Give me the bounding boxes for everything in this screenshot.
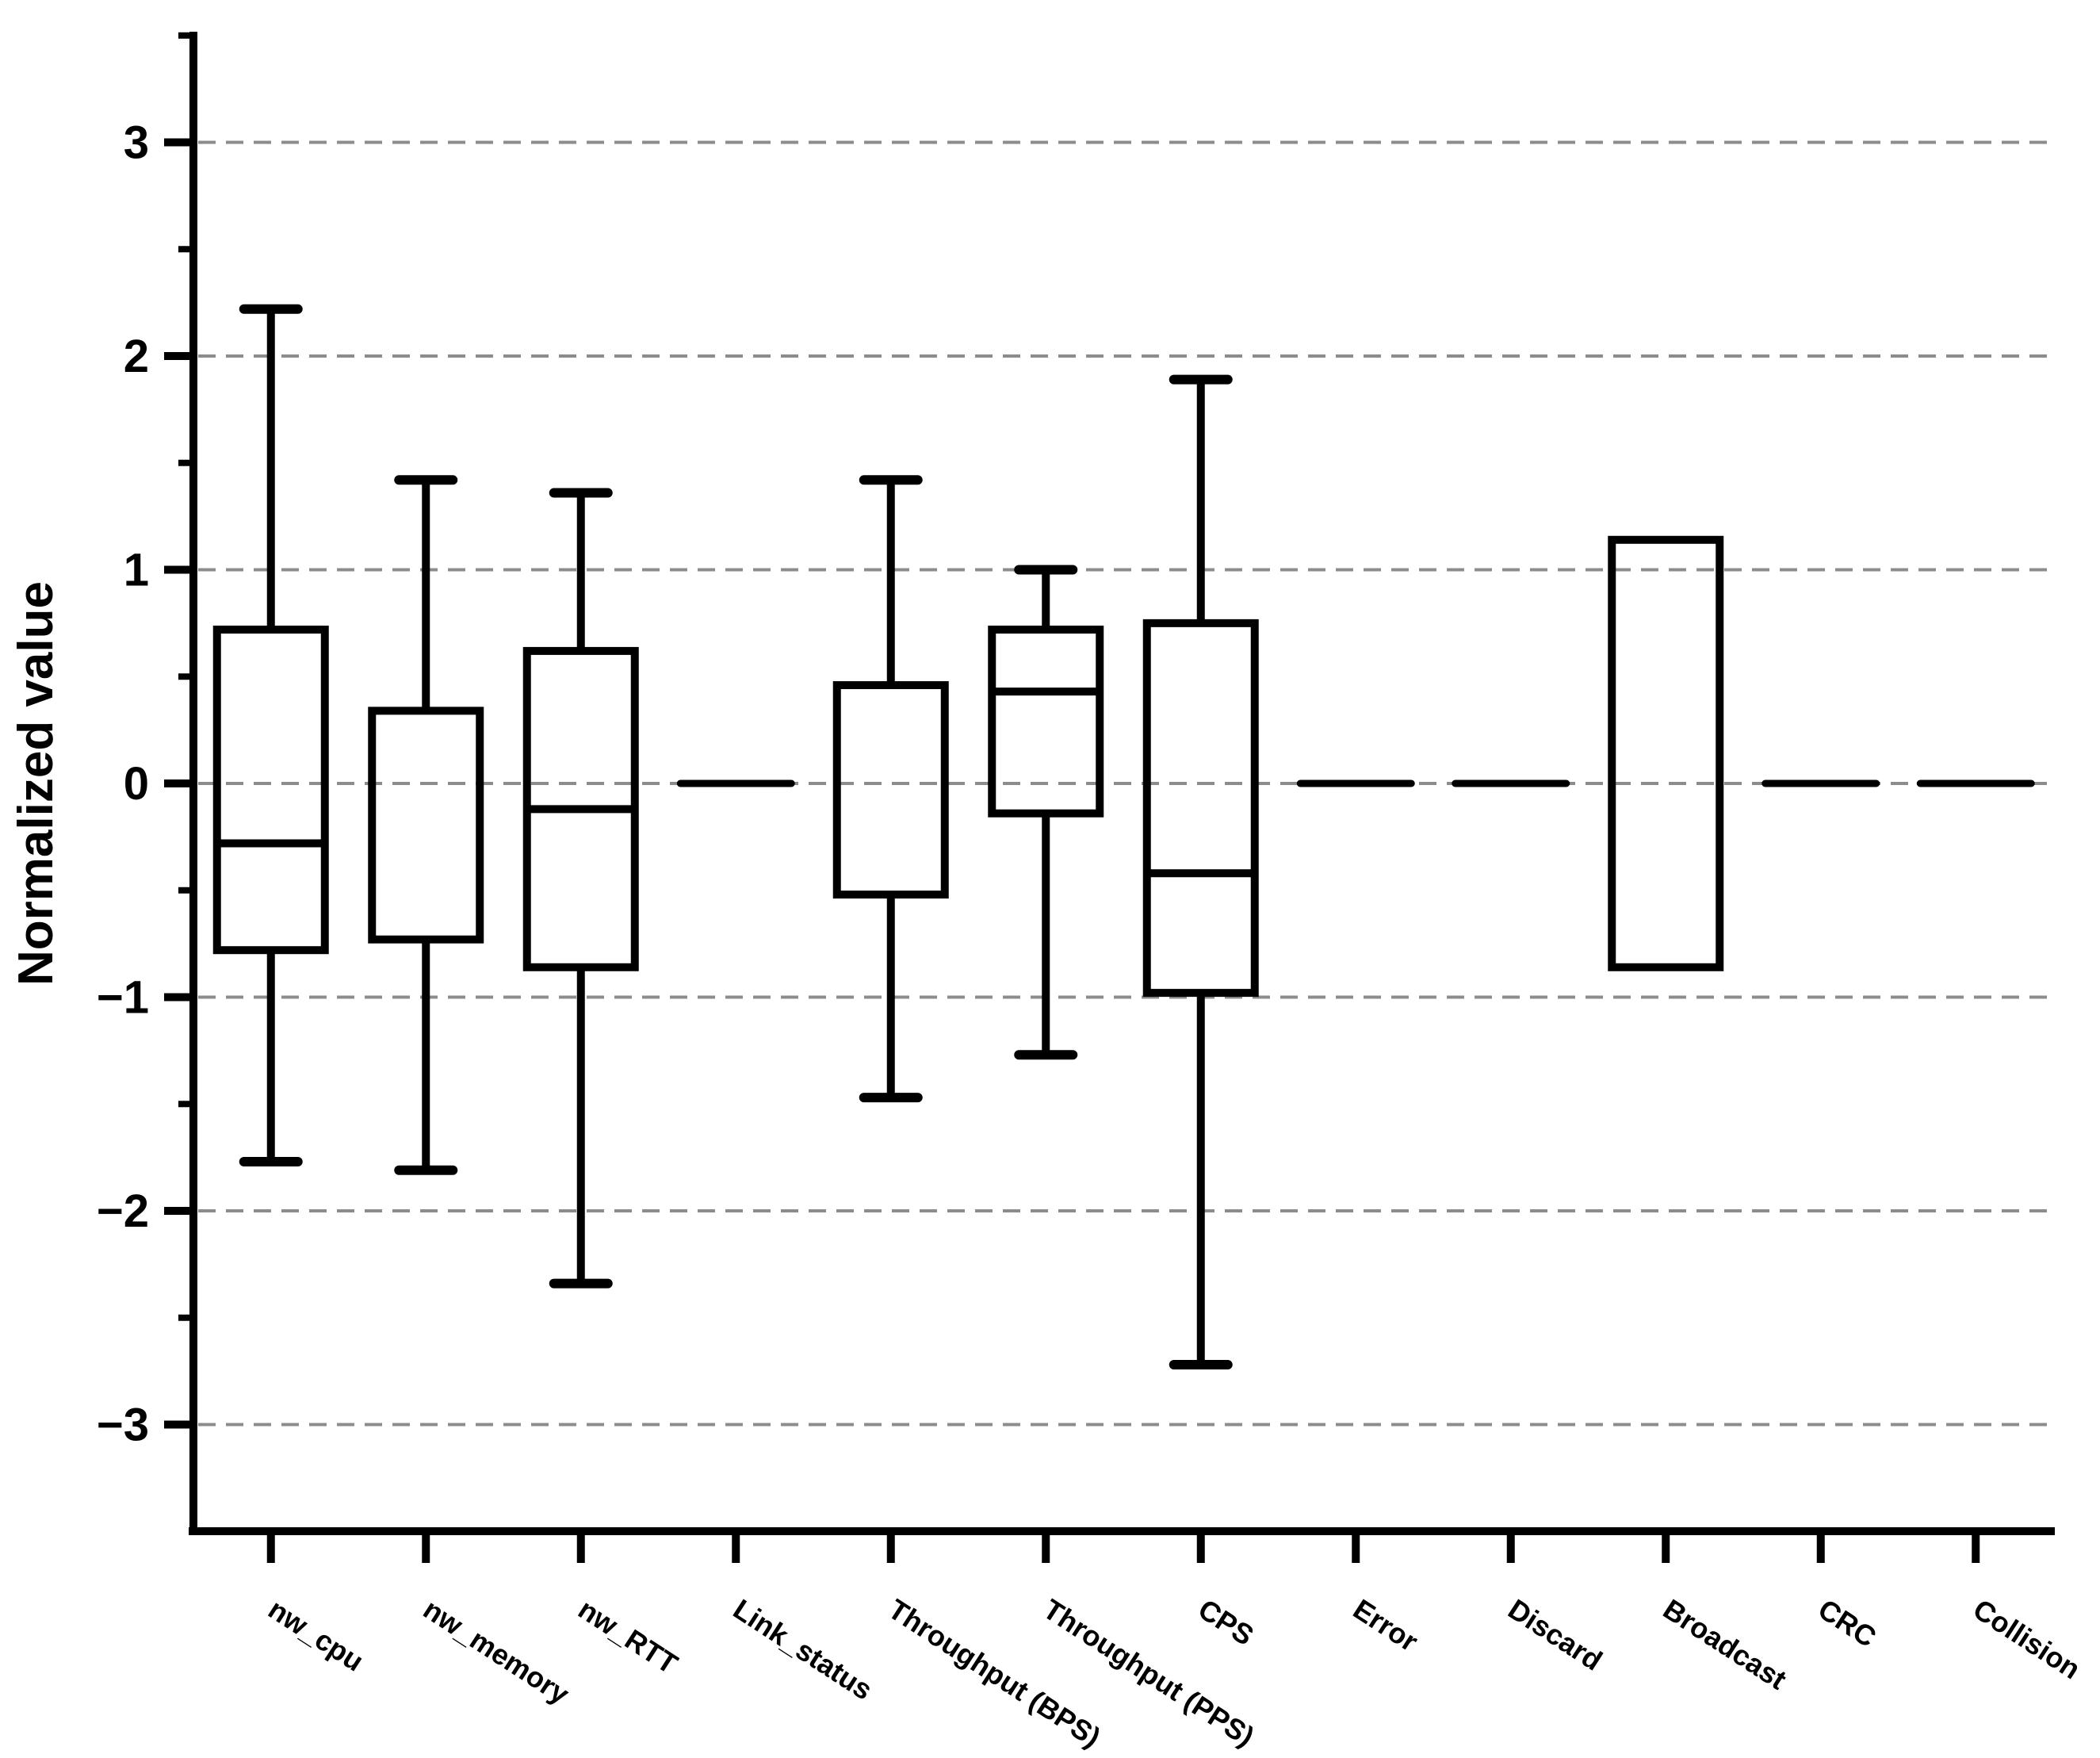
x-tick-label-Collision: Collision bbox=[1968, 1592, 2087, 1685]
box-rect bbox=[832, 681, 949, 899]
box-group-nw_cpu bbox=[212, 304, 329, 1167]
x-tick-label-CPS: CPS bbox=[1192, 1592, 1259, 1652]
y-tick-label-3: 3 bbox=[124, 117, 149, 169]
y-tick-label-1: 1 bbox=[124, 545, 149, 596]
x-tick-label-CRC: CRC bbox=[1812, 1592, 1882, 1653]
x-tick-label-Broadcast: Broadcast bbox=[1658, 1592, 1792, 1695]
y-tick-label-2: 2 bbox=[124, 331, 149, 382]
boxes-layer bbox=[212, 304, 2035, 1370]
box-rect bbox=[988, 625, 1104, 818]
box-rect bbox=[1142, 619, 1259, 998]
y-tick-label--1: −1 bbox=[97, 972, 149, 1024]
x-tick-label-nw_cpu: nw_cpu bbox=[262, 1592, 369, 1677]
x-tick-label-nw_memory: nw_memory bbox=[418, 1592, 576, 1710]
y-tick-label--3: −3 bbox=[97, 1400, 149, 1451]
x-tick-label-Link_status: Link_status bbox=[728, 1592, 878, 1706]
y-tick-label-0: 0 bbox=[124, 758, 149, 810]
box-group-Throughput (BPS) bbox=[832, 475, 949, 1103]
box-group-nw_memory bbox=[368, 475, 484, 1175]
box-rect bbox=[212, 625, 329, 955]
box-rect bbox=[1608, 535, 1724, 971]
box-group-CPS bbox=[1142, 374, 1259, 1370]
y-tick-label--2: −2 bbox=[97, 1185, 149, 1237]
gridlines-layer bbox=[198, 140, 2048, 1427]
box-rect bbox=[368, 707, 484, 944]
box-group-nw_RTT bbox=[522, 488, 639, 1289]
x-tick-label-nw_RTT: nw_RTT bbox=[572, 1592, 683, 1680]
y-axis-title: Normalized value bbox=[9, 581, 63, 986]
box-group-Broadcast bbox=[1608, 535, 1724, 971]
x-tick-label-Discard: Discard bbox=[1502, 1592, 1608, 1676]
box-group-Throughput (PPS) bbox=[988, 565, 1104, 1060]
x-tick-label-Error: Error bbox=[1348, 1592, 1424, 1657]
